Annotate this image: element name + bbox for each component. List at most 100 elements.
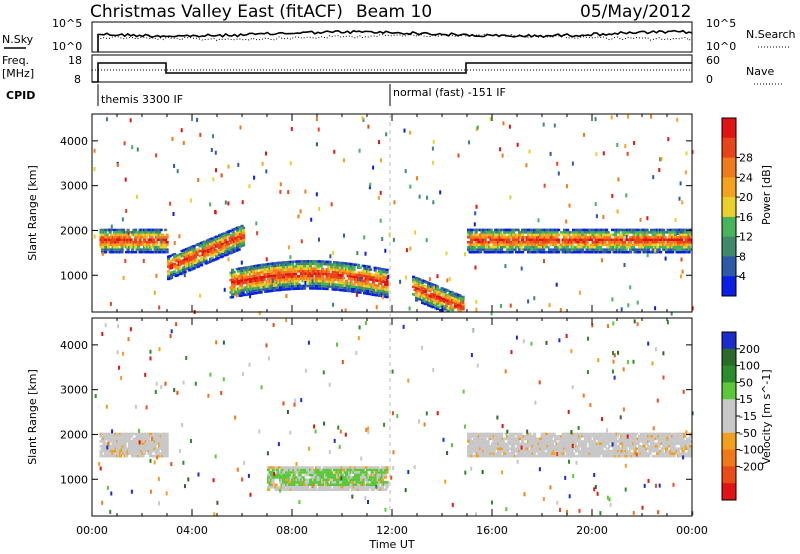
- station-title: Christmas Valley East (fitACF): [90, 2, 343, 22]
- heatmap-speckle: [287, 190, 290, 195]
- heatmap-cell: [132, 454, 136, 458]
- heatmap-cell: [620, 248, 624, 251]
- heatmap-cell: [566, 228, 570, 232]
- heatmap-cell: [689, 228, 693, 232]
- heatmap-cell: [259, 286, 263, 289]
- heatmap-cell: [506, 245, 510, 249]
- heatmap-cell: [480, 437, 484, 441]
- heatmap-speckle: [473, 222, 476, 227]
- heatmap-cell: [498, 452, 502, 455]
- heatmap-cell: [602, 233, 606, 237]
- heatmap-cell: [385, 271, 389, 274]
- heatmap-cell: [249, 290, 253, 293]
- colorbar-segment: [722, 256, 736, 277]
- heatmap-cell: [591, 231, 595, 234]
- heatmap-cell: [108, 452, 112, 455]
- heatmap-cell: [497, 435, 501, 438]
- heatmap-cell: [146, 435, 150, 438]
- heatmap-cell: [152, 238, 156, 241]
- heatmap-cell: [134, 452, 138, 455]
- heatmap-cell: [288, 483, 292, 486]
- heatmap-speckle: [646, 216, 649, 221]
- heatmap-cell: [264, 270, 268, 274]
- heatmap-speckle: [583, 132, 585, 137]
- heatmap-cell: [342, 466, 346, 469]
- heatmap-cell: [512, 241, 516, 244]
- heatmap-cell: [474, 250, 478, 254]
- heatmap-cell: [540, 445, 544, 448]
- heatmap-cell: [310, 476, 314, 479]
- heatmap-cell: [155, 435, 159, 438]
- heatmap-cell: [483, 452, 487, 455]
- heatmap-cell: [313, 267, 317, 270]
- heatmap-cell: [431, 305, 435, 309]
- heatmap-cell: [144, 241, 148, 244]
- heatmap-cell: [138, 445, 142, 448]
- heatmap-speckle: [227, 201, 230, 206]
- heatmap-cell: [105, 233, 109, 237]
- heatmap-cell: [108, 454, 112, 458]
- heatmap-cell: [440, 299, 444, 302]
- heatmap-cell: [162, 248, 166, 251]
- heatmap-cell: [192, 247, 196, 250]
- heatmap-speckle: [375, 305, 378, 310]
- heatmap-cell: [357, 486, 361, 489]
- heatmap-cell: [569, 442, 573, 445]
- heatmap-cell: [236, 229, 240, 232]
- heatmap-cell: [280, 281, 284, 284]
- heatmap-speckle: [136, 147, 139, 152]
- heatmap-cell: [467, 248, 471, 251]
- heatmap-cell: [513, 248, 517, 251]
- heatmap-cell: [274, 476, 278, 479]
- heatmap-cell: [339, 471, 343, 474]
- heatmap-speckle: [426, 195, 429, 200]
- heatmap-speckle: [432, 200, 435, 205]
- heatmap-speckle: [364, 251, 367, 256]
- heatmap-speckle: [548, 303, 551, 308]
- heatmap-speckle: [448, 277, 451, 281]
- heatmap-cell: [617, 231, 621, 234]
- heatmap-cell: [342, 276, 346, 280]
- heatmap-cell: [292, 476, 296, 479]
- heatmap-cell: [120, 250, 124, 254]
- heatmap-cell: [364, 466, 368, 469]
- heatmap-cell: [239, 235, 243, 238]
- heatmap-speckle: [659, 157, 662, 162]
- heatmap-cell: [165, 432, 169, 436]
- heatmap-cell: [451, 301, 455, 304]
- heatmap-cell: [316, 265, 320, 268]
- heatmap-cell: [543, 454, 547, 458]
- heatmap-cell: [120, 248, 124, 251]
- heatmap-cell: [540, 447, 544, 450]
- heatmap-cell: [340, 269, 344, 272]
- heatmap-cell: [555, 236, 559, 239]
- heatmap-speckle: [379, 218, 382, 223]
- heatmap-speckle: [333, 149, 336, 154]
- heatmap-cell: [352, 265, 356, 269]
- heatmap-cell: [126, 248, 130, 251]
- heatmap-speckle: [332, 302, 334, 307]
- heatmap-cell: [555, 231, 559, 234]
- heatmap-cell: [584, 250, 588, 254]
- heatmap-cell: [327, 265, 331, 269]
- heatmap-cell: [457, 303, 461, 307]
- heatmap-cell: [156, 437, 160, 441]
- heatmap-speckle: [131, 145, 134, 150]
- heatmap-cell: [608, 236, 612, 239]
- heatmap-cell: [164, 228, 168, 232]
- heatmap-cell: [644, 245, 648, 249]
- heatmap-cell: [642, 233, 646, 237]
- heatmap-cell: [276, 488, 280, 491]
- heatmap-cell: [276, 473, 280, 477]
- heatmap-cell: [531, 245, 535, 249]
- heatmap-cell: [413, 281, 417, 284]
- heatmap-cell: [552, 238, 556, 241]
- heatmap-cell: [656, 250, 660, 254]
- heatmap-cell: [246, 278, 250, 281]
- heatmap-cell: [542, 449, 546, 453]
- heatmap-speckle: [414, 230, 417, 235]
- heatmap-cell: [321, 275, 325, 278]
- heatmap-cell: [177, 258, 181, 262]
- heatmap-speckle: [676, 231, 679, 235]
- heatmap-cell: [99, 245, 103, 249]
